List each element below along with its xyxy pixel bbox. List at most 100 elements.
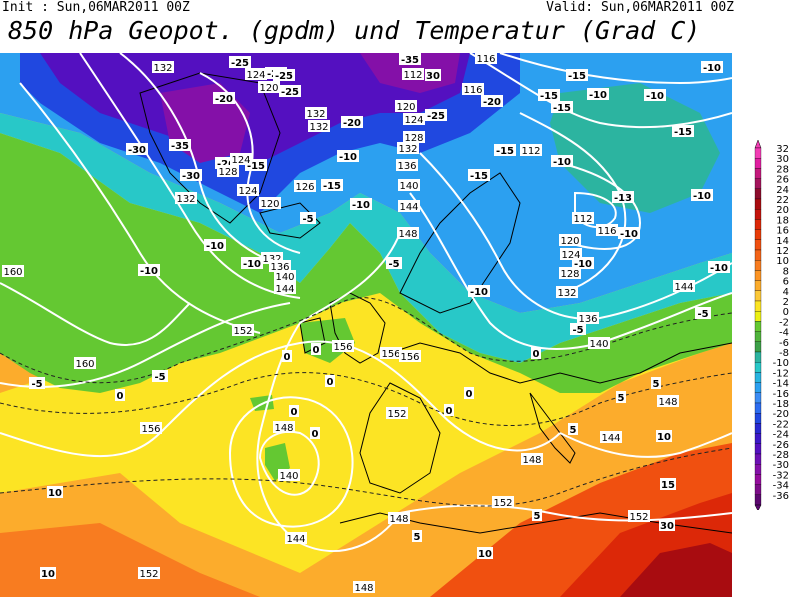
legend-value-label: -14 bbox=[773, 379, 789, 390]
height-label-text: 136 bbox=[578, 314, 597, 325]
temperature-labels: -30-35-30-26-20-25-20-25-25-3530-25-20-2… bbox=[29, 53, 730, 580]
height-label-text: 156 bbox=[333, 342, 352, 353]
legend-value-label: -24 bbox=[773, 430, 789, 441]
height-label-text: 148 bbox=[658, 397, 677, 408]
temperature-label: 10 bbox=[656, 430, 672, 443]
height-label-text: 152 bbox=[139, 569, 158, 580]
legend-swatch bbox=[754, 392, 762, 404]
legend-swatch bbox=[754, 413, 762, 424]
temperature-label-text: -10 bbox=[339, 152, 357, 163]
legend-value-label: -18 bbox=[773, 399, 789, 410]
height-label: 116 bbox=[462, 83, 484, 96]
legend-swatch bbox=[754, 484, 762, 495]
legend-value-label: -8 bbox=[779, 348, 789, 359]
legend-swatch bbox=[754, 433, 762, 444]
height-label: 136 bbox=[396, 159, 418, 172]
temperature-label: -15 bbox=[321, 179, 343, 192]
height-label: 148 bbox=[521, 453, 543, 466]
height-label-text: 140 bbox=[399, 181, 418, 192]
isotherm-5 bbox=[0, 372, 732, 426]
legend-swatch bbox=[754, 331, 762, 342]
temperature-label: -20 bbox=[341, 116, 363, 129]
temperature-label: -5 bbox=[695, 307, 711, 320]
temperature-label-text: -15 bbox=[540, 91, 558, 102]
height-label-text: 152 bbox=[629, 512, 648, 523]
temperature-label: -10 bbox=[350, 198, 372, 211]
legend-value-label: -10 bbox=[773, 358, 789, 369]
height-label: 140 bbox=[398, 179, 420, 192]
isoline-ring-1 bbox=[79, 53, 301, 299]
dark-orange-area bbox=[0, 523, 260, 597]
temperature-label: 0 bbox=[531, 347, 541, 360]
height-label-text: 132 bbox=[306, 109, 325, 120]
temperature-label: -5 bbox=[29, 377, 45, 390]
height-label: 124 bbox=[560, 248, 582, 261]
temperature-label-text: -20 bbox=[343, 118, 361, 129]
height-label-text: 152 bbox=[493, 498, 512, 509]
header-row: Init : Sun,06MAR2011 00Z Valid: Sun,06MA… bbox=[0, 0, 790, 16]
height-label: 116 bbox=[475, 53, 497, 65]
height-label-text: 112 bbox=[573, 214, 592, 225]
height-label: 128 bbox=[403, 131, 425, 144]
temperature-label-text: -10 bbox=[553, 157, 571, 168]
temperature-label: -10 bbox=[138, 264, 160, 277]
height-label: 148 bbox=[397, 227, 419, 240]
temperature-label: 5 bbox=[651, 377, 661, 390]
temperature-label: -10 bbox=[337, 150, 359, 163]
temperature-label-text: -10 bbox=[710, 263, 728, 274]
temperature-label: 10 bbox=[47, 486, 63, 499]
legend-value-label: 6 bbox=[783, 277, 789, 288]
legend-value-label: 24 bbox=[776, 185, 789, 196]
height-label: 132 bbox=[305, 107, 327, 120]
height-label: 120 bbox=[395, 100, 417, 113]
height-label: 152 bbox=[386, 407, 408, 420]
temperature-label: 5 bbox=[568, 423, 578, 436]
height-label-text: 144 bbox=[674, 282, 693, 293]
legend-value-label: -12 bbox=[773, 368, 789, 379]
height-label: 132 bbox=[152, 61, 174, 74]
temperature-label-text: -5 bbox=[31, 379, 42, 390]
height-label-text: 124 bbox=[404, 115, 423, 126]
height-label: 148 bbox=[388, 512, 410, 525]
coastline-british-isles bbox=[329, 292, 386, 364]
coastline-iceland bbox=[259, 202, 321, 239]
height-label: 152 bbox=[138, 567, 160, 580]
temperature-label-text: 5 bbox=[534, 511, 541, 522]
temperature-label: 0 bbox=[311, 343, 321, 356]
temperature-label: -15 bbox=[468, 169, 490, 182]
legend-value-label: -2 bbox=[779, 317, 789, 328]
temperature-label: -20 bbox=[213, 92, 235, 105]
legend-value-label: -28 bbox=[773, 450, 789, 461]
height-label-text: 124 bbox=[238, 186, 257, 197]
temperature-label: -5 bbox=[386, 257, 402, 270]
height-label: 152 bbox=[232, 324, 254, 337]
legend-value-label: -34 bbox=[773, 481, 789, 492]
height-label-text: 124 bbox=[561, 250, 580, 261]
height-label-text: 136 bbox=[270, 262, 289, 273]
teal-area bbox=[550, 83, 720, 213]
height-label: 112 bbox=[402, 68, 424, 81]
legend-swatch bbox=[754, 494, 762, 506]
temperature-label-text: 5 bbox=[414, 532, 421, 543]
height-label-text: 136 bbox=[397, 161, 416, 172]
height-label-text: 156 bbox=[381, 349, 400, 360]
legend-swatch bbox=[754, 341, 762, 353]
legend-value-label: -36 bbox=[773, 491, 789, 502]
height-label-text: 120 bbox=[259, 83, 278, 94]
height-label-text: 126 bbox=[295, 182, 314, 193]
temperature-label: -25 bbox=[279, 85, 301, 98]
legend-swatch bbox=[754, 178, 762, 189]
legend-value-label: 28 bbox=[776, 164, 789, 175]
temperature-label-text: -13 bbox=[614, 193, 632, 204]
temperature-label-text: 10 bbox=[41, 569, 55, 580]
temperature-label-text: -15 bbox=[470, 171, 488, 182]
temperature-label-text: 0 bbox=[327, 377, 334, 388]
temperature-label: 10 bbox=[40, 567, 56, 580]
temperature-label: -25 bbox=[425, 109, 447, 122]
temperature-label: -10 bbox=[551, 155, 573, 168]
height-label-text: 132 bbox=[153, 63, 172, 74]
temperature-label: 30 bbox=[659, 519, 675, 532]
height-label: 148 bbox=[273, 421, 295, 434]
temperature-label-text: -10 bbox=[646, 91, 664, 102]
coastline-greenland bbox=[139, 72, 281, 224]
